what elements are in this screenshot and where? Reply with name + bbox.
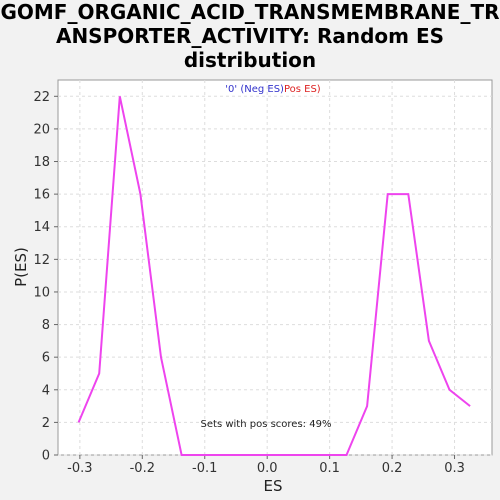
x-tick-label: 0.2 (382, 461, 403, 476)
x-axis-label: ES (264, 477, 283, 495)
x-tick-label: -0.1 (192, 461, 217, 476)
chart-title-line-1: GOMF_ORGANIC_ACID_TRANSMEMBRANE_TR (0, 0, 500, 24)
y-ticks: 0 2 4 6 8 10 12 14 16 18 20 22 (33, 90, 58, 464)
annotation: Sets with pos scores: 49% (201, 419, 332, 430)
chart-title-line-2: ANSPORTER_ACTIVITY: Random ES (55, 24, 445, 48)
grid (58, 80, 492, 456)
y-axis-label: P(ES) (12, 247, 30, 287)
y-tick-label: 8 (42, 318, 50, 333)
y-tick-label: 4 (42, 383, 50, 398)
legend-neg-label: '0' (Neg ES) (225, 84, 284, 95)
y-tick-label: 6 (42, 351, 50, 366)
y-tick-label: 16 (33, 188, 50, 203)
y-tick-label: 10 (33, 285, 50, 300)
chart-title: GOMF_ORGANIC_ACID_TRANSMEMBRANE_TR ANSPO… (0, 0, 500, 72)
legend-pos-label: Pos ES) (284, 84, 321, 95)
y-tick-label: 18 (33, 155, 50, 170)
x-tick-label: -0.3 (67, 461, 92, 476)
y-tick-label: 12 (33, 253, 50, 268)
y-tick-label: 22 (33, 90, 50, 105)
y-tick-label: 2 (42, 416, 50, 431)
legend: '0' (Neg ES)Pos ES) (225, 84, 321, 95)
y-tick-label: 20 (33, 122, 50, 137)
x-ticks: -0.3 -0.2 -0.1 0.0 0.1 0.2 0.3 (67, 455, 465, 476)
plot-area (57, 79, 493, 456)
x-tick-label: 0.1 (319, 461, 340, 476)
x-tick-label: -0.2 (130, 461, 155, 476)
x-tick-label: 0.3 (444, 461, 465, 476)
y-tick-label: 0 (42, 449, 50, 464)
x-tick-label: 0.0 (257, 461, 278, 476)
y-tick-label: 14 (33, 220, 50, 235)
series-line (77, 96, 471, 456)
chart-title-line-3: distribution (183, 48, 317, 72)
